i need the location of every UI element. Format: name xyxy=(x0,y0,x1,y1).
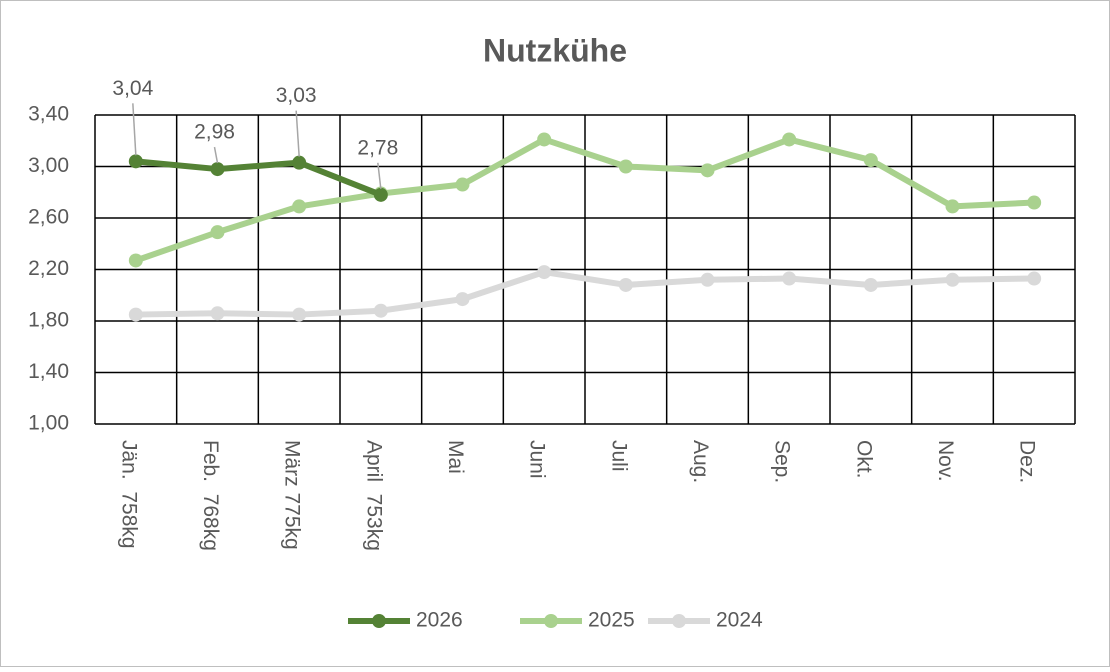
series-line xyxy=(134,136,1035,264)
series-marker xyxy=(1027,271,1042,286)
series-marker xyxy=(863,277,878,292)
leader-line xyxy=(132,103,137,156)
series-marker xyxy=(863,153,878,168)
data-label: 2,78 xyxy=(357,136,398,159)
series-marker xyxy=(700,163,715,178)
x-tick-label: Nov. xyxy=(934,440,957,482)
x-tick-label: Juni xyxy=(526,440,549,479)
x-tick-label: Jän. 758kg xyxy=(117,440,140,549)
series-marker xyxy=(292,199,307,214)
series-marker xyxy=(292,155,307,170)
series-marker xyxy=(128,154,143,169)
chart-title: Nutzkühe xyxy=(483,32,627,68)
x-tick-label: Aug. xyxy=(689,440,712,483)
legend-marker xyxy=(544,614,558,628)
series-line xyxy=(135,269,1035,318)
y-tick-label: 1,00 xyxy=(28,412,69,435)
y-tick-label: 1,40 xyxy=(28,360,69,383)
series-marker xyxy=(210,225,225,240)
series-marker xyxy=(945,199,960,214)
legend-label: 2024 xyxy=(716,609,763,632)
x-tick-label: Juli xyxy=(607,440,630,472)
series-marker xyxy=(292,307,307,322)
y-tick-label: 2,20 xyxy=(28,257,69,280)
series-marker xyxy=(373,187,388,202)
x-tick-label: Sep. xyxy=(771,440,794,483)
leader-line xyxy=(295,110,300,157)
series-marker xyxy=(618,277,633,292)
y-tick-label: 3,00 xyxy=(28,154,69,177)
series-marker xyxy=(618,159,633,174)
series-marker xyxy=(210,162,225,177)
leader-line xyxy=(377,162,382,189)
x-tick-label: Feb. 768kg xyxy=(199,440,222,551)
series-marker xyxy=(373,303,388,318)
legend-label: 2025 xyxy=(588,609,635,632)
legend-label: 2026 xyxy=(416,609,463,632)
x-tick-label: Mai xyxy=(444,440,467,474)
series-marker xyxy=(455,292,470,307)
series-marker xyxy=(128,307,143,322)
series-marker xyxy=(782,271,797,286)
leader-line xyxy=(213,146,219,164)
data-label: 3,03 xyxy=(276,84,317,107)
series-marker xyxy=(945,272,960,287)
series-marker xyxy=(537,265,552,280)
series-marker xyxy=(128,253,143,268)
data-label: 2,98 xyxy=(194,121,235,144)
series-line xyxy=(135,158,382,198)
series-marker xyxy=(1027,195,1042,210)
x-tick-label: März 775kg xyxy=(281,440,304,550)
series-marker xyxy=(210,306,225,321)
x-tick-label: Dez. xyxy=(1016,440,1039,483)
y-tick-label: 3,40 xyxy=(28,103,69,126)
x-tick-label: Okt. xyxy=(852,440,875,479)
series-marker xyxy=(700,272,715,287)
series-marker xyxy=(782,132,797,147)
series-marker xyxy=(537,132,552,147)
legend-marker xyxy=(372,614,386,628)
legend-marker xyxy=(672,614,686,628)
x-tick-label: April 753kg xyxy=(362,440,385,551)
y-tick-label: 1,80 xyxy=(28,309,69,332)
data-label: 3,04 xyxy=(112,77,153,100)
series-marker xyxy=(455,177,470,192)
y-tick-label: 2,60 xyxy=(28,206,69,229)
